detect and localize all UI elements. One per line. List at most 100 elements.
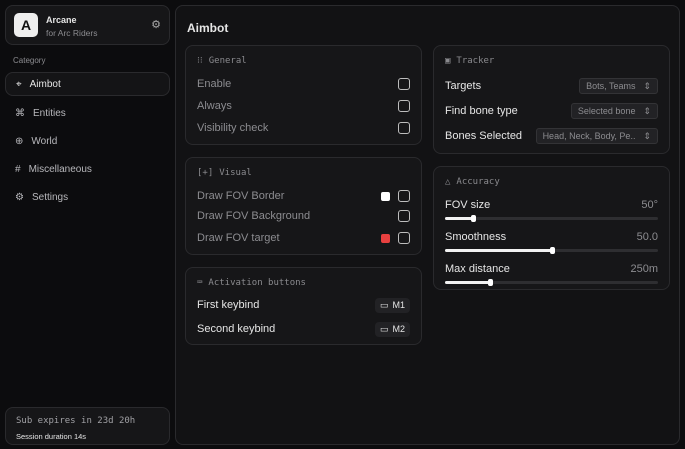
always-checkbox[interactable] <box>398 100 410 112</box>
tracker-icon: ▣ <box>445 56 451 66</box>
sidebar-item-settings[interactable]: ⚙ Settings <box>5 185 170 209</box>
draw-fov-target-checkbox[interactable] <box>398 232 410 244</box>
visibility-check-row[interactable]: Visibility check <box>197 118 410 138</box>
triangle-icon: △ <box>445 177 451 187</box>
always-row[interactable]: Always <box>197 96 410 116</box>
section-title: Visual <box>219 168 252 178</box>
entities-icon: ⌘ <box>15 107 25 119</box>
chevron-updown-icon: ⇕ <box>643 80 651 91</box>
slider-value: 50.0 <box>636 231 658 243</box>
crosshair-icon: ⌖ <box>16 78 22 90</box>
app-name: Arcane <box>46 15 77 25</box>
app-header-card: A Arcane for Arc Riders ⚙ <box>5 5 170 45</box>
fov-size-slider[interactable] <box>445 215 658 222</box>
key-label: M1 <box>392 300 405 310</box>
sidebar-item-label: Miscellaneous <box>28 163 92 175</box>
color-swatch[interactable] <box>381 191 390 201</box>
app-subtitle: for Arc Riders <box>46 28 98 38</box>
first-keybind-row: First keybind ▭ M1 <box>197 295 410 315</box>
second-keybind-button[interactable]: ▭ M2 <box>374 321 410 337</box>
targets-select[interactable]: Bots, Teams ⇕ <box>579 78 658 94</box>
chevron-updown-icon: ⇕ <box>643 130 651 141</box>
color-swatch[interactable] <box>381 233 390 243</box>
max-distance-slider[interactable] <box>445 279 658 286</box>
max-distance-row: Max distance 250m <box>445 259 658 279</box>
enable-checkbox[interactable] <box>398 78 410 90</box>
key-label: M2 <box>392 324 405 334</box>
first-keybind-button[interactable]: ▭ M1 <box>374 297 410 313</box>
section-title: Accuracy <box>456 177 500 187</box>
option-label: Find bone type <box>445 105 518 117</box>
activation-header: ⌨ Activation buttons <box>197 278 306 288</box>
keyboard-icon: ⌨ <box>197 278 203 288</box>
draw-fov-border-row[interactable]: Draw FOV Border <box>197 186 410 206</box>
slider-fill <box>445 279 493 286</box>
visual-icon: [+] <box>197 168 214 178</box>
visual-header: [+] Visual <box>197 168 252 178</box>
accuracy-header: △ Accuracy <box>445 177 500 187</box>
page-title: Aimbot <box>187 21 229 35</box>
draw-fov-target-row[interactable]: Draw FOV target <box>197 228 410 248</box>
option-label: FOV size <box>445 199 491 211</box>
select-value: Head, Neck, Body, Pe.. <box>542 131 636 141</box>
section-title: General <box>208 56 247 66</box>
category-label: Category <box>13 56 46 65</box>
globe-icon: ⊕ <box>15 135 24 147</box>
visual-card: [+] Visual Draw FOV Border Draw FOV Backg… <box>185 157 422 255</box>
grid-icon: # <box>15 163 21 175</box>
option-label: First keybind <box>197 299 260 311</box>
section-title: Tracker <box>456 56 495 66</box>
gear-icon: ⚙ <box>15 191 24 203</box>
sidebar-item-aimbot[interactable]: ⌖ Aimbot <box>5 72 170 96</box>
bones-selected-row: Bones Selected Head, Neck, Body, Pe.. ⇕ <box>445 126 658 146</box>
subscription-card: Sub expires in 23d 20h Session duration … <box>5 407 170 445</box>
tracker-card: ▣ Tracker Targets Bots, Teams ⇕ Find bone t… <box>433 45 670 154</box>
draw-fov-border-checkbox[interactable] <box>398 190 410 202</box>
general-header: ⁝⁝ General <box>197 56 247 66</box>
targets-row: Targets Bots, Teams ⇕ <box>445 76 658 96</box>
activation-card: ⌨ Activation buttons First keybind ▭ M1 Sec… <box>185 267 422 345</box>
draw-fov-background-checkbox[interactable] <box>398 210 410 222</box>
slider-fill <box>445 215 476 222</box>
draw-fov-background-row[interactable]: Draw FOV Background <box>197 206 410 226</box>
option-label: Bones Selected <box>445 130 523 142</box>
sidebar-item-label: World <box>31 135 58 147</box>
visibility-check-checkbox[interactable] <box>398 122 410 134</box>
option-label: Draw FOV Background <box>197 210 311 222</box>
bones-selected-select[interactable]: Head, Neck, Body, Pe.. ⇕ <box>535 128 658 144</box>
app-logo: A <box>14 13 38 37</box>
accuracy-card: △ Accuracy FOV size 50° Smoothness 50.0 Max… <box>433 166 670 290</box>
second-keybind-row: Second keybind ▭ M2 <box>197 319 410 339</box>
slider-value: 250m <box>630 263 658 275</box>
find-bone-type-row: Find bone type Selected bone ⇕ <box>445 101 658 121</box>
option-label: Draw FOV target <box>197 232 280 244</box>
option-label: Targets <box>445 80 482 92</box>
slider-fill <box>445 247 554 254</box>
subscription-text: Sub expires in 23d 20h <box>16 416 136 426</box>
find-bone-type-select[interactable]: Selected bone ⇕ <box>570 103 658 119</box>
option-label: Smoothness <box>445 231 507 243</box>
sidebar-item-entities[interactable]: ⌘ Entities <box>5 101 170 125</box>
smoothness-row: Smoothness 50.0 <box>445 227 658 247</box>
general-card: ⁝⁝ General Enable Always Visibility check <box>185 45 422 145</box>
fov-size-row: FOV size 50° <box>445 195 658 215</box>
keyboard-icon: ▭ <box>379 299 389 310</box>
option-label: Max distance <box>445 263 510 275</box>
sidebar-item-miscellaneous[interactable]: # Miscellaneous <box>5 157 170 181</box>
section-title: Activation buttons <box>208 278 306 288</box>
keyboard-icon: ▭ <box>379 323 389 334</box>
select-value: Bots, Teams <box>586 81 636 91</box>
slider-value: 50° <box>641 199 658 211</box>
settings-gear-icon[interactable]: ⚙ <box>151 19 161 31</box>
smoothness-slider[interactable] <box>445 247 658 254</box>
select-value: Selected bone <box>577 106 636 116</box>
list-icon: ⁝⁝ <box>197 56 203 66</box>
sidebar-item-world[interactable]: ⊕ World <box>5 129 170 153</box>
sidebar-item-label: Settings <box>31 191 69 203</box>
enable-row[interactable]: Enable <box>197 74 410 94</box>
chevron-updown-icon: ⇕ <box>643 105 651 116</box>
sidebar-item-label: Aimbot <box>29 78 61 90</box>
option-label: Always <box>197 100 232 112</box>
session-duration: Session duration 14s <box>16 432 87 441</box>
option-label: Visibility check <box>197 122 269 134</box>
